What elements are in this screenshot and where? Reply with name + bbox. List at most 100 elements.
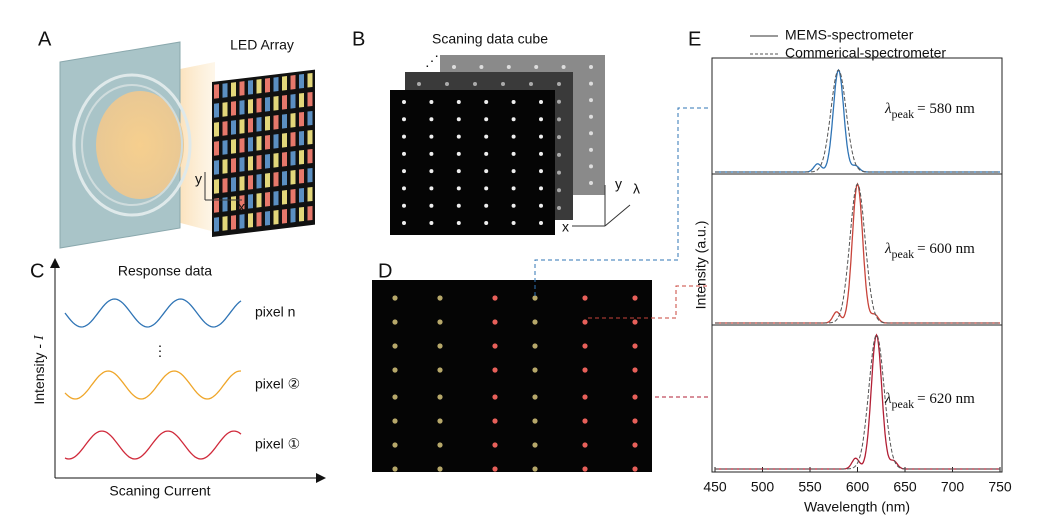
panel-letter: E [688, 28, 701, 50]
led [248, 156, 253, 171]
pixel-dot [437, 394, 443, 400]
led [256, 193, 262, 208]
pixel-dot [456, 221, 461, 225]
pixel-dot [511, 186, 516, 191]
led [214, 179, 219, 194]
led [290, 74, 296, 90]
peak-label: λpeak = 600 nm [884, 241, 975, 260]
pixel-dot [429, 134, 434, 139]
axis-arrow [572, 185, 631, 227]
led [239, 195, 245, 210]
pixel-dot [532, 394, 538, 400]
led [222, 197, 228, 212]
image [372, 280, 652, 472]
led [222, 121, 228, 136]
peak-value: = 580 nm [917, 101, 975, 117]
pixel-dot [492, 319, 498, 325]
connector [588, 285, 710, 319]
pixel-dot [539, 186, 543, 191]
led [239, 138, 245, 153]
panel-letter: A [38, 28, 52, 50]
pixel-dot [402, 169, 406, 174]
led [231, 120, 236, 135]
pixel-dot [437, 367, 443, 373]
pixel-dot [532, 418, 538, 424]
pixel-dot [582, 367, 588, 373]
pixel-dot [589, 98, 593, 103]
led [248, 175, 253, 190]
led [299, 130, 304, 146]
led [290, 93, 296, 109]
led [256, 117, 262, 132]
led [273, 153, 279, 168]
pixel-dot [532, 442, 538, 448]
pixel-dot [582, 466, 588, 472]
pixel-dot [456, 100, 461, 104]
pixel-dot [529, 82, 533, 86]
led [239, 157, 245, 172]
pixel-dot [492, 343, 498, 349]
pixel-dot [534, 65, 539, 69]
pixel-dot [557, 170, 561, 175]
led [231, 177, 236, 192]
led [248, 194, 253, 209]
led [265, 192, 270, 207]
pixel-dot [484, 117, 489, 122]
led [307, 72, 313, 88]
pixel-dot [456, 186, 461, 191]
commercial-spectrum [715, 183, 1000, 324]
commercial-spectrum [715, 69, 1000, 173]
led [290, 169, 296, 185]
led [265, 154, 270, 169]
led [290, 131, 296, 147]
peak-subscript: peak [892, 397, 915, 411]
led [273, 172, 279, 187]
led [214, 160, 219, 175]
pixel-dot [632, 343, 638, 349]
led [307, 148, 313, 164]
pixel-dot [532, 295, 538, 301]
pixel-dot [484, 186, 489, 191]
led-bg [212, 69, 315, 237]
pixel-dot [484, 221, 489, 225]
led [273, 210, 279, 225]
led [256, 212, 262, 227]
led [282, 113, 287, 129]
led [239, 214, 245, 229]
pixel-dot [402, 221, 406, 225]
pixel-dot [437, 442, 443, 448]
led [231, 139, 236, 154]
led [222, 178, 228, 193]
led-array [212, 69, 315, 237]
pixel-dot [632, 295, 638, 301]
pixel-dot [557, 135, 561, 140]
legend-label: Commerical-spectrometer [785, 45, 946, 61]
pixel-dot [632, 418, 638, 424]
led [299, 168, 304, 184]
pixel-dot [484, 169, 489, 174]
pixel-dot [589, 181, 593, 185]
led [214, 141, 219, 156]
pixel-dot [429, 151, 434, 156]
pixel-dot [417, 82, 421, 86]
pixel-dot [437, 343, 443, 349]
pixel-dot [511, 151, 516, 156]
led [248, 213, 253, 228]
led [256, 136, 262, 151]
pixel-dot [484, 151, 489, 156]
pixel-dot [539, 169, 543, 174]
pixel-dot [632, 442, 638, 448]
pixel-dot [392, 418, 398, 424]
pixel-dot [392, 343, 398, 349]
led [256, 174, 262, 189]
pixel-dot [632, 394, 638, 400]
pixel-dot [582, 394, 588, 400]
pixel-dot [456, 151, 461, 156]
peak-subscript: peak [892, 247, 915, 261]
led [248, 137, 253, 152]
pixel-dot [392, 466, 398, 472]
led [222, 83, 228, 98]
led [307, 91, 313, 107]
peak-label: λpeak = 580 nm [884, 101, 975, 120]
